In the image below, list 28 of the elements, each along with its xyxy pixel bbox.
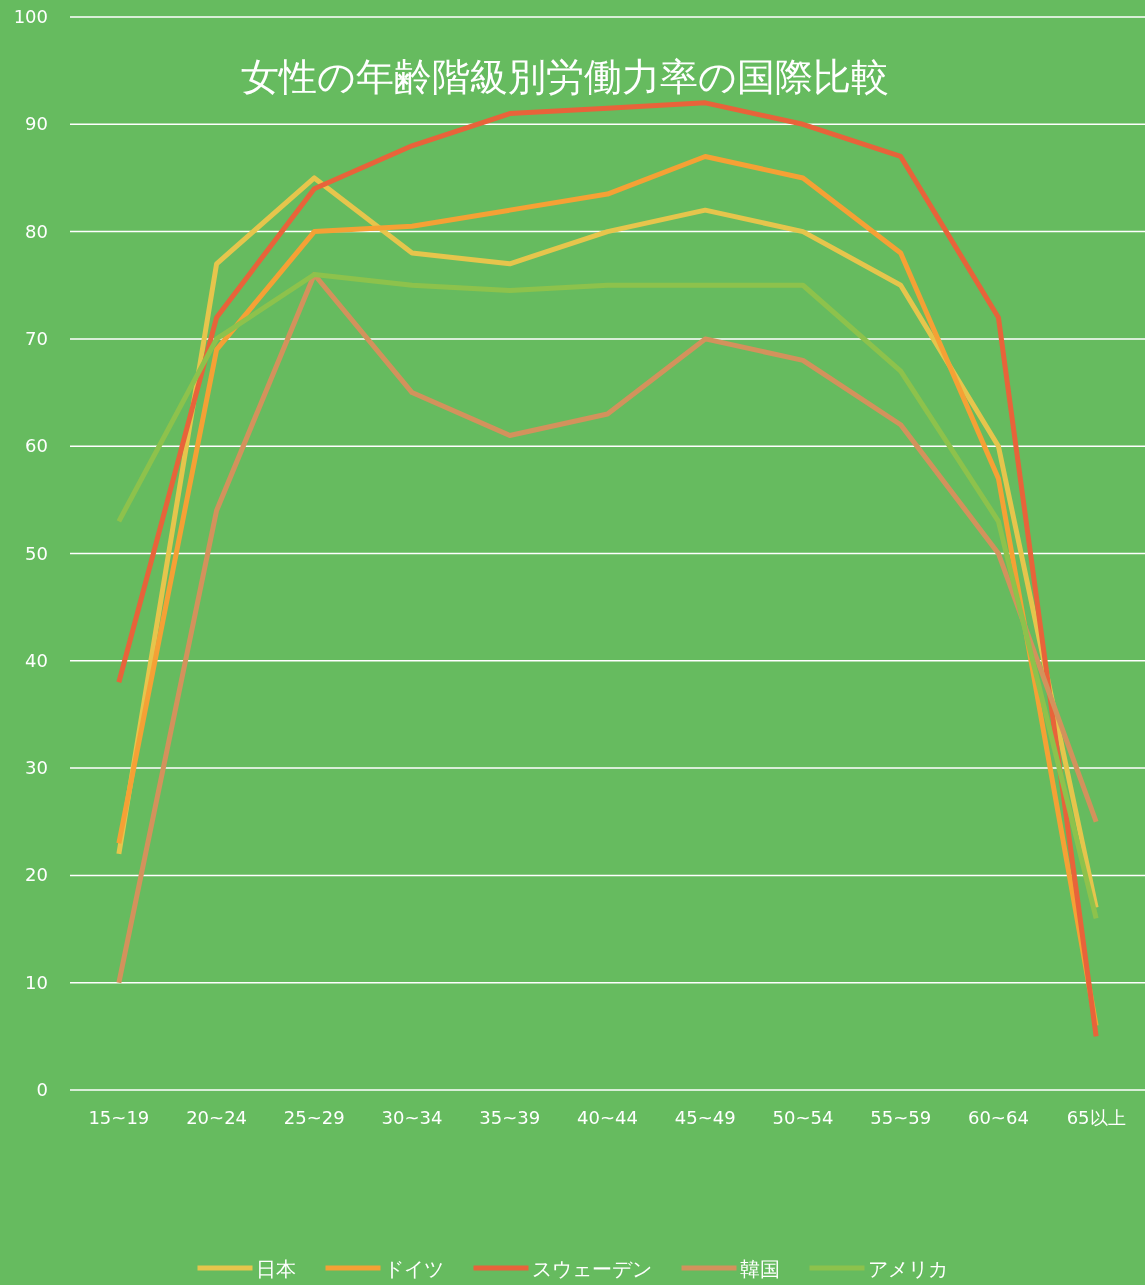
y-tick-label: 10 [25,971,48,993]
legend-label: 日本 [255,1257,296,1281]
y-tick-label: 90 [25,113,48,135]
x-tick-label: 25~29 [283,1107,345,1128]
x-tick-label: 45~49 [674,1107,736,1128]
y-tick-label: 60 [25,435,48,457]
y-tick-label: 30 [25,757,48,779]
legend-label: 韓国 [739,1257,780,1281]
legend-label: ドイツ [383,1257,444,1281]
y-tick-label: 80 [25,220,48,242]
y-tick-label: 100 [13,6,48,27]
legend-label: スウェーデン [531,1257,652,1281]
x-tick-label: 55~59 [870,1107,932,1128]
x-tick-label: 20~24 [186,1107,248,1128]
x-tick-label: 15~19 [88,1107,150,1128]
legend-label: アメリカ [867,1257,948,1281]
x-tick-label: 40~44 [577,1107,638,1128]
y-tick-label: 50 [25,542,48,564]
x-tick-label: 60~64 [967,1107,1029,1128]
x-tick-label: 50~54 [772,1107,834,1128]
x-tick-label: 35~39 [479,1107,541,1128]
x-tick-label: 30~34 [381,1107,443,1128]
y-tick-label: 0 [36,1079,48,1100]
text: 女性の年齢階級別労働力率の国際比較 [241,55,889,99]
x-tick-label: 65以上 [1066,1107,1126,1128]
y-tick-label: 40 [25,649,48,671]
y-tick-label: 70 [25,327,48,349]
y-tick-label: 20 [25,864,48,886]
